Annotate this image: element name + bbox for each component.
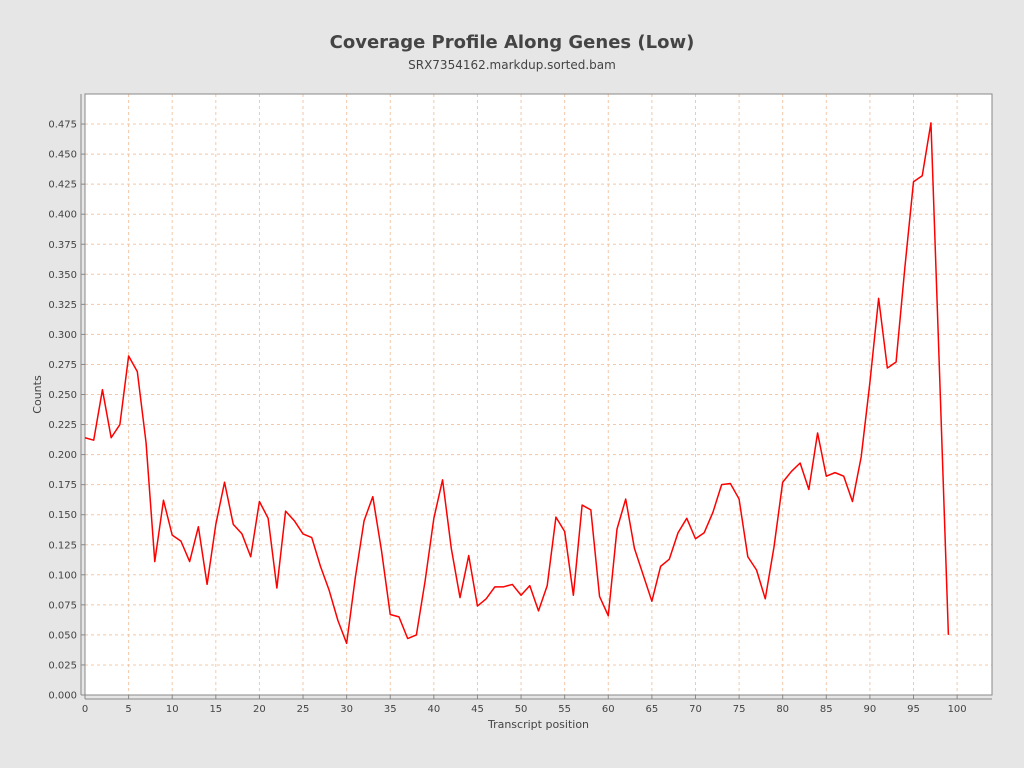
x-tick-label: 5 [125, 704, 131, 715]
x-tick-label: 90 [864, 704, 877, 715]
x-tick-label: 85 [820, 704, 833, 715]
x-tick-label: 0 [82, 704, 88, 715]
x-tick-label: 70 [689, 704, 702, 715]
y-axis-label: Counts [31, 375, 44, 414]
x-tick-label: 25 [297, 704, 310, 715]
y-tick-label: 0.400 [48, 210, 77, 221]
y-tick-label: 0.300 [48, 330, 77, 341]
series-line [84, 122, 950, 645]
plot-frame [84, 93, 993, 696]
y-tick-label: 0.000 [48, 691, 77, 702]
y-tick-label: 0.275 [48, 360, 77, 371]
chart-subtitle: SRX7354162.markdup.sorted.bam [408, 58, 616, 72]
y-tick-label: 0.125 [48, 540, 77, 551]
grid [85, 94, 992, 695]
y-tick-label: 0.475 [48, 120, 77, 131]
x-tick-label: 75 [733, 704, 746, 715]
y-tick-label: 0.325 [48, 300, 77, 311]
x-tick-label: 30 [340, 704, 353, 715]
x-tick-label: 60 [602, 704, 615, 715]
x-tick-label: 20 [253, 704, 266, 715]
y-tick-label: 0.375 [48, 240, 77, 251]
x-tick-label: 35 [384, 704, 397, 715]
y-tick-label: 0.100 [48, 570, 77, 581]
y-tick-label: 0.150 [48, 510, 77, 521]
y-tick-label: 0.225 [48, 420, 77, 431]
y-tick-label: 0.250 [48, 390, 77, 401]
y-tick-label: 0.200 [48, 450, 77, 461]
x-axis-label: Transcript position [487, 718, 589, 731]
x-tick-label: 65 [646, 704, 659, 715]
x-tick-label: 95 [907, 704, 920, 715]
y-tick-label: 0.025 [48, 660, 77, 671]
x-tick-label: 50 [515, 704, 528, 715]
x-tick-label: 80 [776, 704, 789, 715]
y-tick-label: 0.175 [48, 480, 77, 491]
x-tick-label: 40 [427, 704, 440, 715]
y-tick-label: 0.450 [48, 150, 77, 161]
y-tick-label: 0.050 [48, 630, 77, 641]
x-tick-label: 10 [166, 704, 179, 715]
series-layer [84, 122, 950, 645]
y-tick-label: 0.425 [48, 180, 77, 191]
axes: 0 5 10 15 20 25 30 35 40 45 50 55 60 65 70 75 80 85 90 95 10… [48, 93, 993, 715]
y-tick-label: 0.075 [48, 600, 77, 611]
y-tick-label: 0.350 [48, 270, 77, 281]
x-tick-label: 15 [209, 704, 222, 715]
x-tick-label: 45 [471, 704, 484, 715]
x-tick-label: 100 [948, 704, 967, 715]
chart-title: Coverage Profile Along Genes (Low) [330, 32, 695, 53]
x-tick-label: 55 [558, 704, 571, 715]
